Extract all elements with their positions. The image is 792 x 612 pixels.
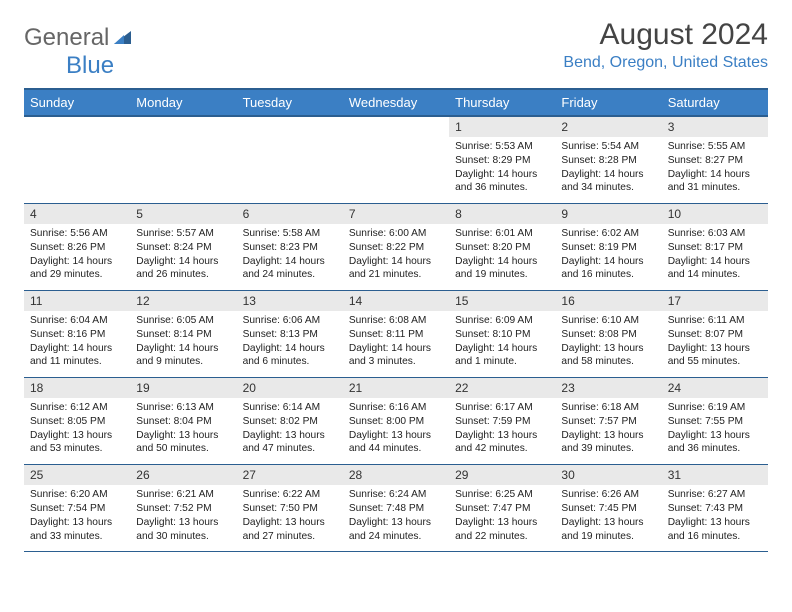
day-number-cell: 12 bbox=[130, 291, 236, 312]
day-number-cell: 19 bbox=[130, 378, 236, 399]
day-info-cell: Sunrise: 6:25 AMSunset: 7:47 PMDaylight:… bbox=[449, 485, 555, 552]
day-number-cell: 16 bbox=[555, 291, 661, 312]
day-number-cell: 10 bbox=[662, 204, 768, 225]
day-number-cell: 23 bbox=[555, 378, 661, 399]
day-info-cell: Sunrise: 5:55 AMSunset: 8:27 PMDaylight:… bbox=[662, 137, 768, 204]
day-info-cell: Sunrise: 6:06 AMSunset: 8:13 PMDaylight:… bbox=[237, 311, 343, 378]
weekday-header: Friday bbox=[555, 89, 661, 116]
day-info-cell: Sunrise: 5:53 AMSunset: 8:29 PMDaylight:… bbox=[449, 137, 555, 204]
day-info-cell: Sunrise: 6:20 AMSunset: 7:54 PMDaylight:… bbox=[24, 485, 130, 552]
day-info-cell: Sunrise: 6:26 AMSunset: 7:45 PMDaylight:… bbox=[555, 485, 661, 552]
day-info-row: Sunrise: 6:20 AMSunset: 7:54 PMDaylight:… bbox=[24, 485, 768, 552]
day-number-cell: 25 bbox=[24, 465, 130, 486]
day-number-cell: 3 bbox=[662, 116, 768, 137]
day-info-cell bbox=[237, 137, 343, 204]
day-number-cell: 26 bbox=[130, 465, 236, 486]
weekday-header-row: Sunday Monday Tuesday Wednesday Thursday… bbox=[24, 89, 768, 116]
day-number-cell: 7 bbox=[343, 204, 449, 225]
day-info-row: Sunrise: 6:04 AMSunset: 8:16 PMDaylight:… bbox=[24, 311, 768, 378]
day-info-cell: Sunrise: 6:12 AMSunset: 8:05 PMDaylight:… bbox=[24, 398, 130, 465]
day-number-cell: 2 bbox=[555, 116, 661, 137]
day-number-cell: 21 bbox=[343, 378, 449, 399]
day-number-cell: 31 bbox=[662, 465, 768, 486]
day-number-cell: 8 bbox=[449, 204, 555, 225]
weekday-header: Monday bbox=[130, 89, 236, 116]
title-block: August 2024 Bend, Oregon, United States bbox=[563, 18, 768, 72]
day-info-cell: Sunrise: 6:18 AMSunset: 7:57 PMDaylight:… bbox=[555, 398, 661, 465]
day-info-cell bbox=[343, 137, 449, 204]
day-number-cell: 4 bbox=[24, 204, 130, 225]
day-info-cell: Sunrise: 6:11 AMSunset: 8:07 PMDaylight:… bbox=[662, 311, 768, 378]
day-number-cell: 27 bbox=[237, 465, 343, 486]
day-info-cell: Sunrise: 5:56 AMSunset: 8:26 PMDaylight:… bbox=[24, 224, 130, 291]
day-number-cell: 6 bbox=[237, 204, 343, 225]
weekday-header: Tuesday bbox=[237, 89, 343, 116]
day-number-cell: 5 bbox=[130, 204, 236, 225]
day-info-cell: Sunrise: 6:21 AMSunset: 7:52 PMDaylight:… bbox=[130, 485, 236, 552]
calendar-body: 123Sunrise: 5:53 AMSunset: 8:29 PMDaylig… bbox=[24, 116, 768, 552]
day-info-cell: Sunrise: 6:02 AMSunset: 8:19 PMDaylight:… bbox=[555, 224, 661, 291]
day-info-cell: Sunrise: 5:58 AMSunset: 8:23 PMDaylight:… bbox=[237, 224, 343, 291]
day-number-row: 11121314151617 bbox=[24, 291, 768, 312]
weekday-header: Thursday bbox=[449, 89, 555, 116]
day-info-cell: Sunrise: 6:17 AMSunset: 7:59 PMDaylight:… bbox=[449, 398, 555, 465]
month-title: August 2024 bbox=[563, 18, 768, 52]
day-info-cell: Sunrise: 6:22 AMSunset: 7:50 PMDaylight:… bbox=[237, 485, 343, 552]
day-info-row: Sunrise: 5:53 AMSunset: 8:29 PMDaylight:… bbox=[24, 137, 768, 204]
day-info-cell: Sunrise: 5:57 AMSunset: 8:24 PMDaylight:… bbox=[130, 224, 236, 291]
weekday-header: Saturday bbox=[662, 89, 768, 116]
day-number-cell: 28 bbox=[343, 465, 449, 486]
day-number-cell: 22 bbox=[449, 378, 555, 399]
day-number-cell: 24 bbox=[662, 378, 768, 399]
day-info-cell: Sunrise: 6:08 AMSunset: 8:11 PMDaylight:… bbox=[343, 311, 449, 378]
day-info-cell bbox=[130, 137, 236, 204]
day-info-row: Sunrise: 6:12 AMSunset: 8:05 PMDaylight:… bbox=[24, 398, 768, 465]
day-number-row: 123 bbox=[24, 116, 768, 137]
day-info-cell: Sunrise: 6:24 AMSunset: 7:48 PMDaylight:… bbox=[343, 485, 449, 552]
weekday-header: Sunday bbox=[24, 89, 130, 116]
day-number-cell: 20 bbox=[237, 378, 343, 399]
day-info-cell: Sunrise: 6:13 AMSunset: 8:04 PMDaylight:… bbox=[130, 398, 236, 465]
day-info-cell: Sunrise: 6:14 AMSunset: 8:02 PMDaylight:… bbox=[237, 398, 343, 465]
header: GeneralBlue August 2024 Bend, Oregon, Un… bbox=[24, 18, 768, 80]
day-number-cell: 18 bbox=[24, 378, 130, 399]
day-info-cell: Sunrise: 6:00 AMSunset: 8:22 PMDaylight:… bbox=[343, 224, 449, 291]
weekday-header: Wednesday bbox=[343, 89, 449, 116]
day-number-cell bbox=[237, 116, 343, 137]
day-info-cell: Sunrise: 5:54 AMSunset: 8:28 PMDaylight:… bbox=[555, 137, 661, 204]
logo: GeneralBlue bbox=[24, 18, 133, 80]
day-info-cell bbox=[24, 137, 130, 204]
day-info-cell: Sunrise: 6:09 AMSunset: 8:10 PMDaylight:… bbox=[449, 311, 555, 378]
day-number-row: 25262728293031 bbox=[24, 465, 768, 486]
day-number-cell bbox=[24, 116, 130, 137]
calendar-table: Sunday Monday Tuesday Wednesday Thursday… bbox=[24, 88, 768, 552]
day-number-cell: 1 bbox=[449, 116, 555, 137]
day-number-cell: 9 bbox=[555, 204, 661, 225]
day-info-cell: Sunrise: 6:16 AMSunset: 8:00 PMDaylight:… bbox=[343, 398, 449, 465]
day-number-cell bbox=[343, 116, 449, 137]
day-number-cell: 17 bbox=[662, 291, 768, 312]
day-number-cell: 30 bbox=[555, 465, 661, 486]
day-number-cell: 14 bbox=[343, 291, 449, 312]
day-info-cell: Sunrise: 6:01 AMSunset: 8:20 PMDaylight:… bbox=[449, 224, 555, 291]
day-number-cell bbox=[130, 116, 236, 137]
day-number-row: 18192021222324 bbox=[24, 378, 768, 399]
location: Bend, Oregon, United States bbox=[563, 54, 768, 72]
day-number-row: 45678910 bbox=[24, 204, 768, 225]
day-info-row: Sunrise: 5:56 AMSunset: 8:26 PMDaylight:… bbox=[24, 224, 768, 291]
day-info-cell: Sunrise: 6:10 AMSunset: 8:08 PMDaylight:… bbox=[555, 311, 661, 378]
calendar-page: GeneralBlue August 2024 Bend, Oregon, Un… bbox=[0, 0, 792, 552]
day-info-cell: Sunrise: 6:04 AMSunset: 8:16 PMDaylight:… bbox=[24, 311, 130, 378]
day-info-cell: Sunrise: 6:27 AMSunset: 7:43 PMDaylight:… bbox=[662, 485, 768, 552]
day-info-cell: Sunrise: 6:03 AMSunset: 8:17 PMDaylight:… bbox=[662, 224, 768, 291]
day-number-cell: 11 bbox=[24, 291, 130, 312]
day-info-cell: Sunrise: 6:19 AMSunset: 7:55 PMDaylight:… bbox=[662, 398, 768, 465]
day-number-cell: 29 bbox=[449, 465, 555, 486]
day-info-cell: Sunrise: 6:05 AMSunset: 8:14 PMDaylight:… bbox=[130, 311, 236, 378]
day-number-cell: 15 bbox=[449, 291, 555, 312]
day-number-cell: 13 bbox=[237, 291, 343, 312]
